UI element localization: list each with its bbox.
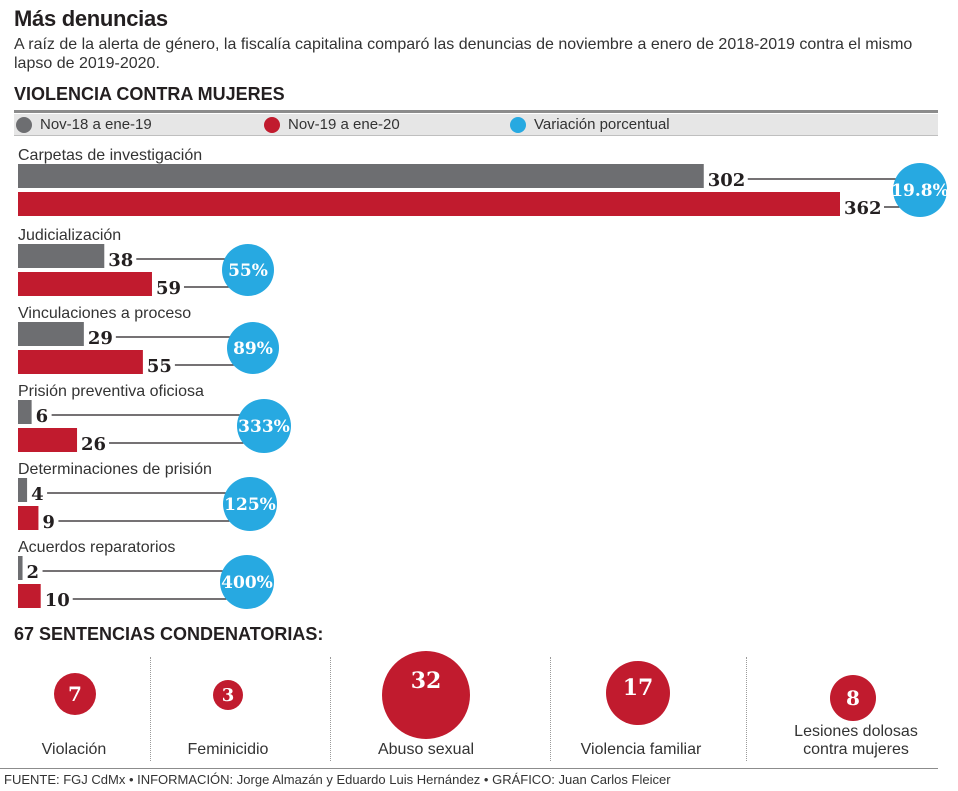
value-label: 6 xyxy=(36,406,49,427)
bar-2018 xyxy=(18,556,23,580)
sentencia-label: Violación xyxy=(41,741,107,758)
bar-chart: Carpetas de investigación 302 362 19.8% Judi… xyxy=(18,147,949,611)
bar-2019 xyxy=(18,350,143,374)
bar-group: Carpetas de investigación 302 362 19.8% xyxy=(18,147,949,219)
sentencia-circle: 17 xyxy=(606,661,670,725)
value-label: 29 xyxy=(88,328,113,349)
value-label: 302 xyxy=(708,170,746,191)
sentencia-label: Abuso sexual xyxy=(377,741,475,758)
sentencia-circle: 3 xyxy=(213,680,243,710)
sentencia-circle: 8 xyxy=(830,675,876,721)
variation-bubble xyxy=(893,163,947,217)
footer-credits: FUENTE: FGJ CdMx • INFORMACIÓN: Jorge Al… xyxy=(4,772,671,787)
bar-2018 xyxy=(18,164,704,188)
bar-group: Acuerdos reparatorios 210 400% xyxy=(18,539,274,611)
value-label: 10 xyxy=(45,590,70,611)
bar-2019 xyxy=(18,506,39,530)
variation-label: 400% xyxy=(221,573,273,593)
chart-title: Más denuncias xyxy=(14,6,168,31)
category-label: Carpetas de investigación xyxy=(18,147,202,164)
sentencia-circle: 7 xyxy=(54,673,96,715)
bar-2018 xyxy=(18,400,32,424)
category-label: Acuerdos reparatorios xyxy=(18,539,175,556)
sentencias-panel: 7 Violación 3 Feminicidio 32 Abuso sexua… xyxy=(14,651,938,765)
bar-group: Prisión preventiva oficiosa 6 26 333% xyxy=(18,383,291,455)
divider xyxy=(550,657,551,761)
divider xyxy=(746,657,747,761)
legend-swatch-variation xyxy=(510,116,526,133)
value-label: 2 xyxy=(27,562,40,583)
legend-label-2019: Nov-19 a ene-20 xyxy=(288,116,400,133)
variation-bubble xyxy=(222,244,274,296)
sentencia-label: Violencia familiar xyxy=(580,741,702,758)
divider xyxy=(330,657,331,761)
sentencia-item-feminicidio: 3 Feminicidio xyxy=(150,655,330,765)
divider xyxy=(150,657,151,761)
category-label: Vinculaciones a proceso xyxy=(18,305,191,322)
value-label: 38 xyxy=(108,250,133,271)
sentencia-label: Feminicidio xyxy=(187,741,269,758)
category-label: Prisión preventiva oficiosa xyxy=(18,383,204,400)
bar-2019 xyxy=(18,584,41,608)
value-label: 59 xyxy=(156,278,181,299)
bar-2018 xyxy=(18,322,84,346)
chart-subtitle: A raíz de la alerta de género, la fiscal… xyxy=(14,36,913,72)
value-label: 55 xyxy=(147,356,172,377)
variation-label: 125% xyxy=(224,495,276,515)
variation-bubble xyxy=(227,322,279,374)
sentencia-item-abuso-sexual: 32 Abuso sexual xyxy=(330,651,550,765)
sentencia-item-violencia-familiar: 17 Violencia familiar xyxy=(550,655,740,765)
bar-group: Determinaciones de prisión 4 9 125% xyxy=(18,461,277,533)
variation-label: 89% xyxy=(233,339,273,359)
variation-label: 55% xyxy=(228,261,268,281)
legend: Nov-18 a ene-19 Nov-19 a ene-20 Variació… xyxy=(14,114,938,136)
value-label: 4 xyxy=(31,484,44,505)
legend-item-2019: Nov-19 a ene-20 xyxy=(264,116,400,133)
bar-2019 xyxy=(18,192,840,216)
variation-label: 333% xyxy=(238,417,290,437)
category-label: Judicialización xyxy=(18,227,121,244)
variation-bubble xyxy=(223,477,277,531)
legend-swatch-2019 xyxy=(264,116,280,133)
bar-2018 xyxy=(18,478,28,502)
sentencias-title: 67 SENTENCIAS CONDENATORIAS: xyxy=(14,624,324,644)
legend-item-2018: Nov-18 a ene-19 xyxy=(16,116,152,133)
top-rule xyxy=(14,110,938,113)
sentencia-item-lesiones: 8 Lesiones dolosas contra mujeres xyxy=(746,655,938,765)
legend-swatch-2018 xyxy=(16,116,32,133)
section-title: VIOLENCIA CONTRA MUJERES xyxy=(14,84,285,104)
bar-group: Vinculaciones a proceso 29 55 89% xyxy=(18,305,279,377)
category-label: Determinaciones de prisión xyxy=(18,461,212,478)
sentencia-circle: 32 xyxy=(382,651,470,739)
legend-label-2018: Nov-18 a ene-19 xyxy=(40,116,152,133)
bar-2019 xyxy=(18,428,78,452)
bar-2018 xyxy=(18,244,105,268)
variation-bubble xyxy=(220,555,274,609)
sentencia-label: Lesiones dolosas contra mujeres xyxy=(794,723,918,758)
variation-bubble xyxy=(237,399,291,453)
value-label: 26 xyxy=(81,434,106,455)
value-label: 9 xyxy=(42,512,55,533)
value-label: 362 xyxy=(844,198,882,219)
variation-label: 19.8% xyxy=(891,181,949,201)
sentencia-item-violacion: 7 Violación xyxy=(14,655,150,765)
legend-item-variation: Variación porcentual xyxy=(510,116,670,133)
bar-2019 xyxy=(18,272,152,296)
legend-label-variation: Variación porcentual xyxy=(534,116,670,133)
bar-group: Judicialización 38 59 55% xyxy=(18,227,274,299)
footer-rule xyxy=(0,768,938,769)
